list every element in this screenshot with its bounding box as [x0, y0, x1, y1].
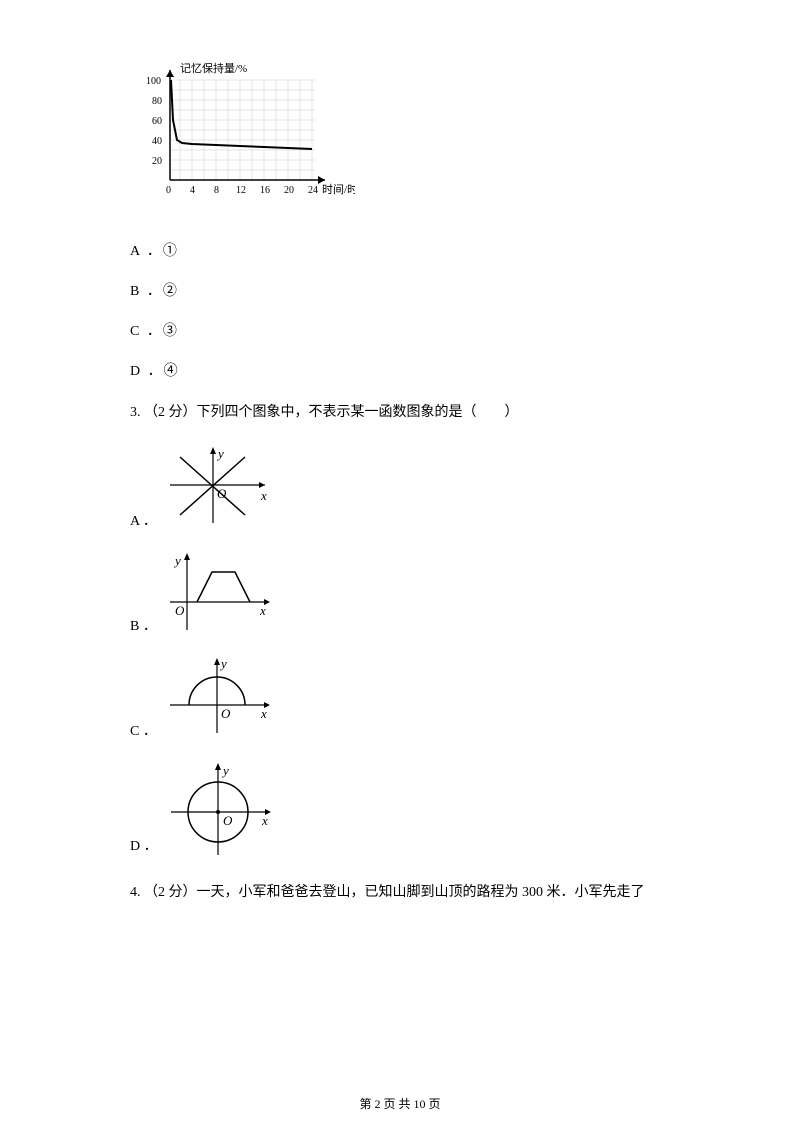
chart-ylabel: 记忆保持量/% — [180, 61, 247, 75]
option-label: C ． — [130, 720, 157, 745]
xtick: 20 — [284, 185, 294, 196]
ytick: 40 — [152, 136, 162, 147]
page-footer: 第 2 页 共 10 页 — [0, 1095, 800, 1112]
svg-text:O: O — [217, 486, 227, 501]
chart-xlabel: 时间/时 — [322, 183, 355, 196]
svg-text:O: O — [223, 813, 233, 828]
q3-option-b: B ． O x y — [130, 550, 670, 640]
option-c: C ．③ — [130, 320, 670, 340]
q3-option-a: A ． O x y — [130, 445, 670, 535]
ytick: 100 — [146, 76, 161, 87]
svg-text:y: y — [216, 446, 224, 461]
svg-text:x: x — [260, 488, 267, 503]
question-3: 3. （2 分）下列四个图象中，不表示某一函数图象的是（ ） — [130, 400, 670, 425]
graph-trapezoid: O x y — [165, 550, 275, 640]
svg-text:x: x — [261, 813, 268, 828]
option-label: B ． — [130, 615, 157, 640]
ytick: 20 — [152, 156, 162, 167]
xtick: 8 — [214, 185, 219, 196]
xtick: 16 — [260, 185, 270, 196]
question-4: 4. （2 分）一天，小军和爸爸去登山，已知山脚到山顶的路程为 300 米．小军… — [130, 880, 670, 905]
svg-text:O: O — [221, 706, 231, 721]
svg-text:y: y — [221, 763, 229, 778]
svg-text:y: y — [173, 553, 181, 568]
graph-x-shape: O x y — [165, 445, 275, 535]
ytick: 80 — [152, 96, 162, 107]
svg-text:O: O — [175, 603, 185, 618]
option-a: A ．① — [130, 240, 670, 260]
svg-text:x: x — [259, 603, 266, 618]
xtick: 24 — [308, 185, 318, 196]
q3-option-c: C ． O x y — [130, 655, 670, 745]
memory-chart: 记忆保持量/% 20 40 60 80 100 0 4 8 — [130, 60, 670, 220]
xtick: 4 — [190, 185, 195, 196]
chart-grid — [170, 80, 315, 180]
xtick: 12 — [236, 185, 246, 196]
option-label: D ． — [130, 835, 158, 860]
ytick: 60 — [152, 116, 162, 127]
q3-option-d: D ． O x y — [130, 760, 670, 860]
svg-text:y: y — [219, 656, 227, 671]
x-axis-arrow — [318, 176, 325, 184]
option-d: D ．④ — [130, 360, 670, 380]
option-label: A ． — [130, 510, 157, 535]
svg-text:x: x — [260, 706, 267, 721]
option-b: B ．② — [130, 280, 670, 300]
y-axis-arrow — [166, 70, 174, 77]
xtick: 0 — [166, 185, 171, 196]
graph-circle: O x y — [166, 760, 276, 860]
graph-semicircle: O x y — [165, 655, 275, 745]
